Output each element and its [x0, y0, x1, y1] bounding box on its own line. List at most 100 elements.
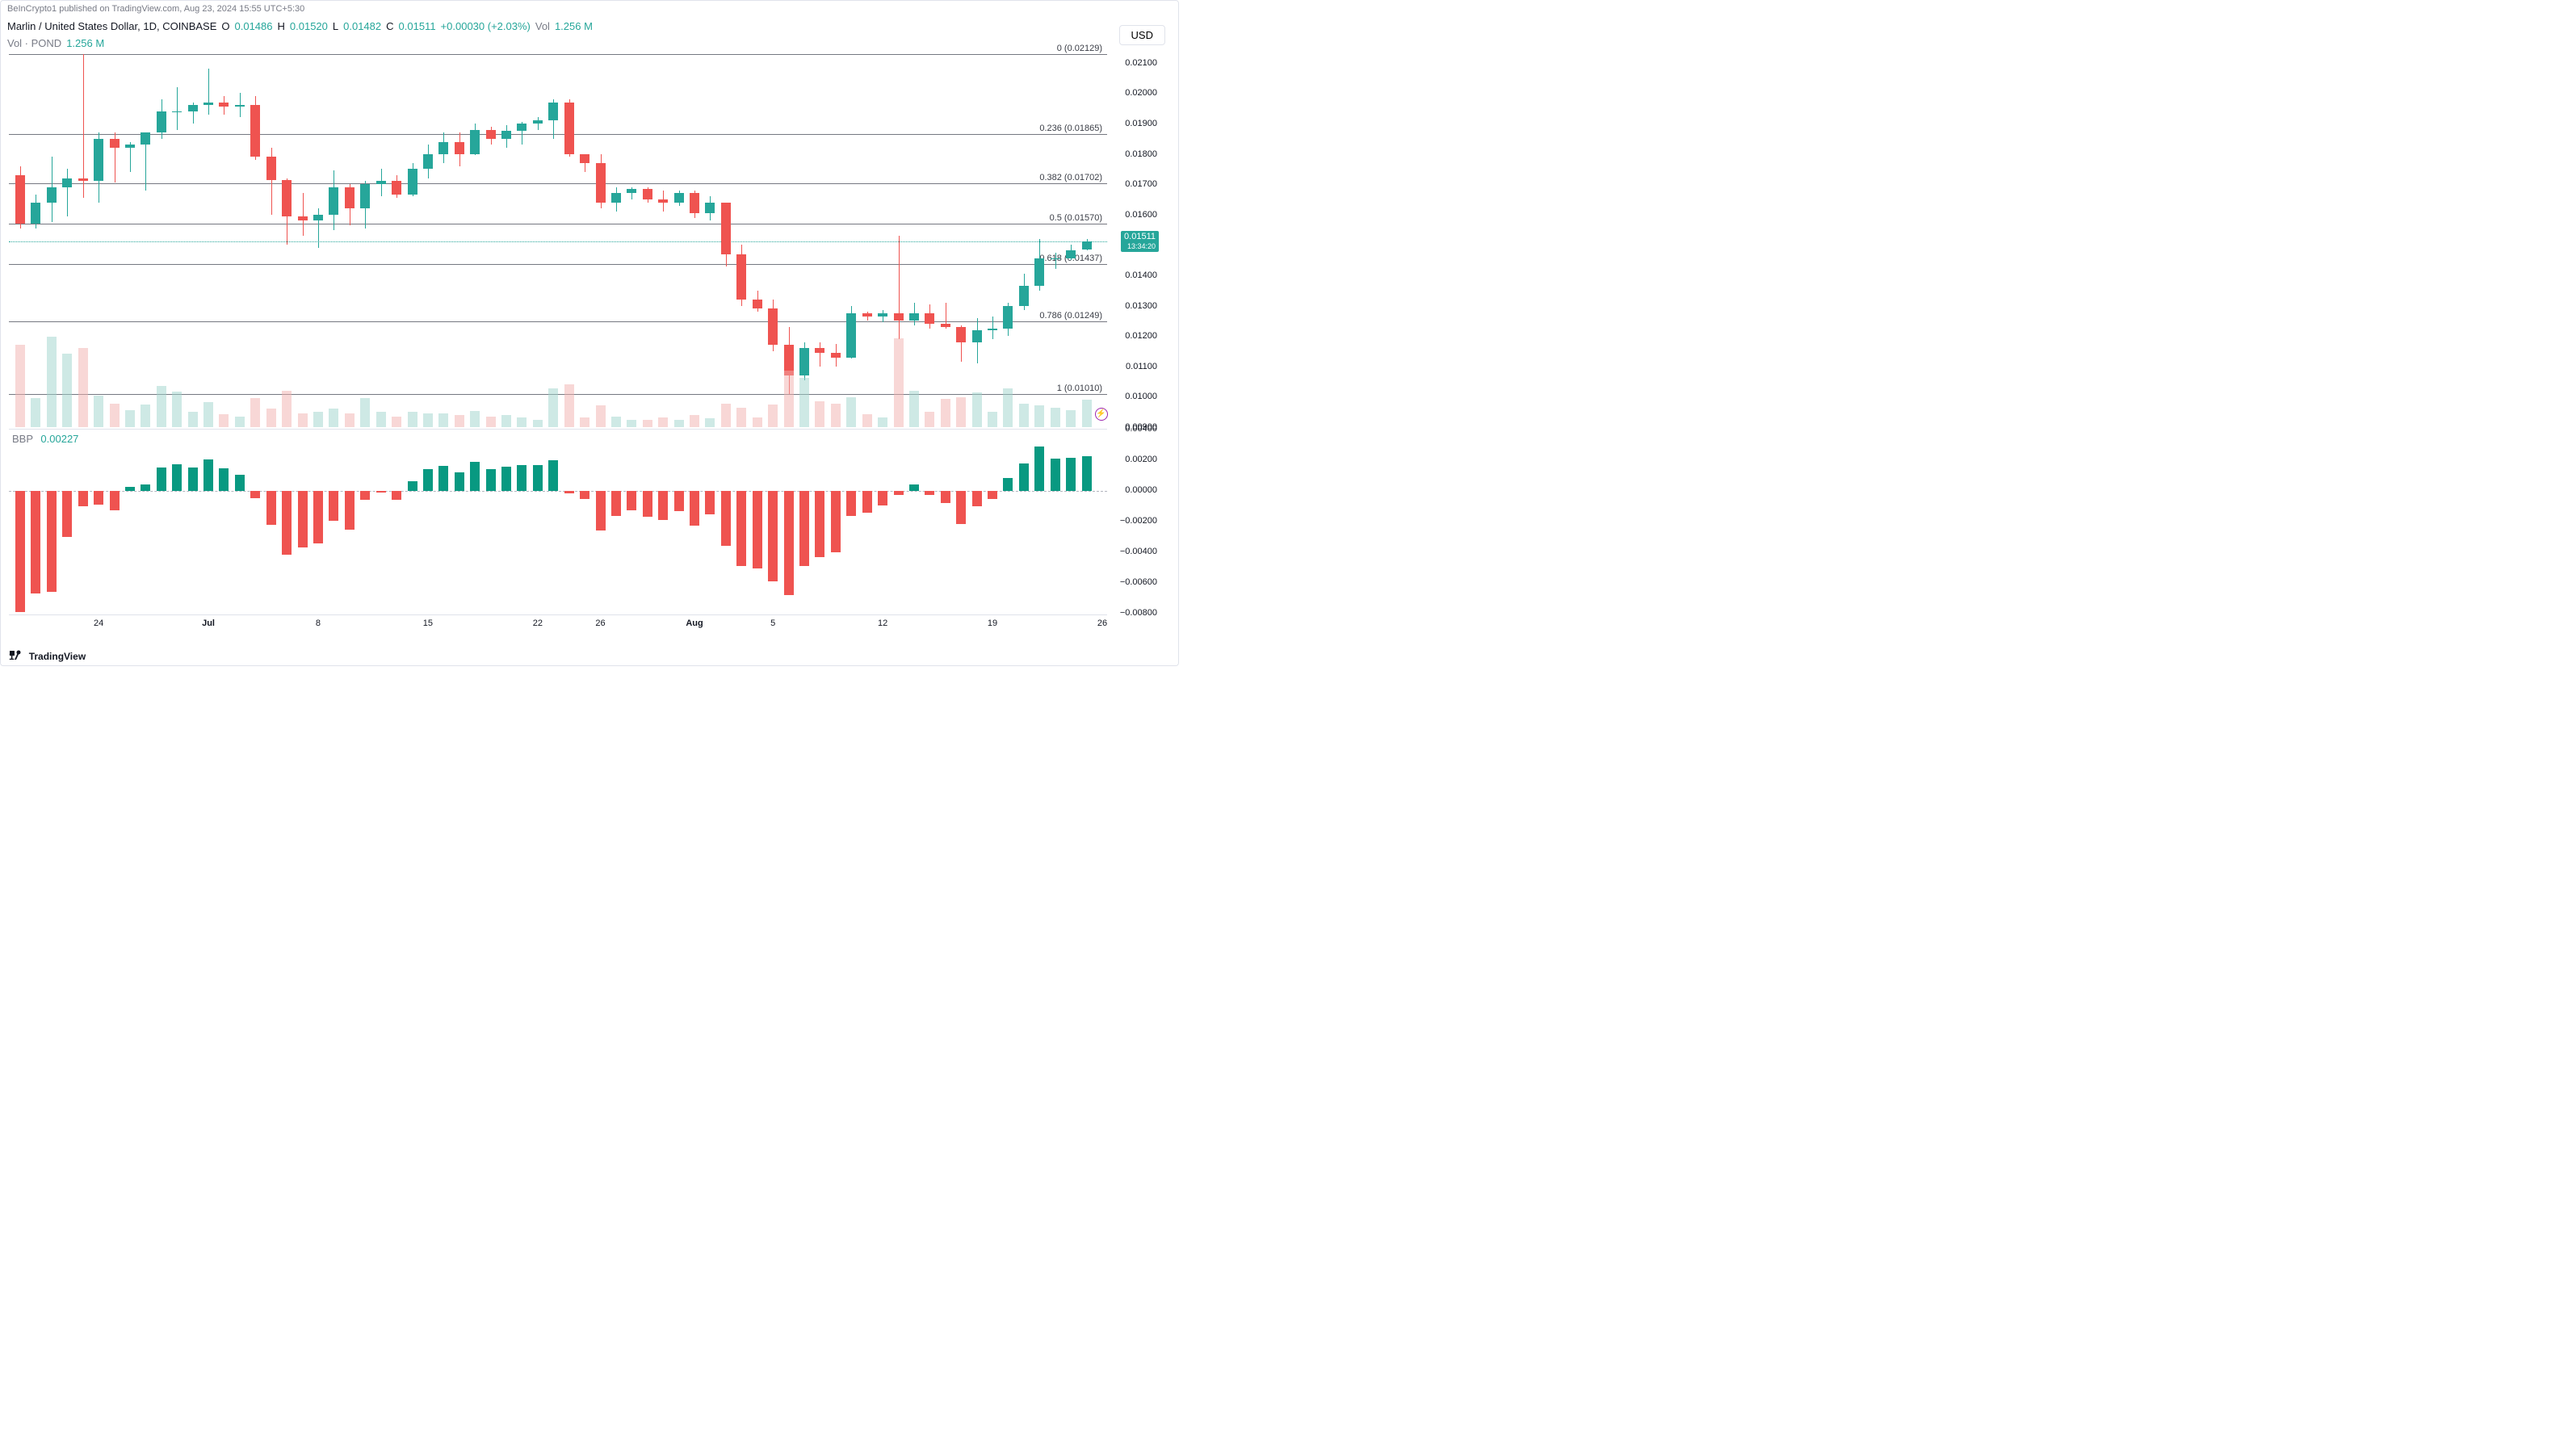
- price-y-axis[interactable]: 0.021000.020000.019000.018000.017000.016…: [1107, 48, 1164, 427]
- candle-body: [627, 189, 636, 194]
- bbp-ytick: −0.00200: [1120, 516, 1157, 526]
- publisher-line: BeInCrypto1 published on TradingView.com…: [1, 1, 1178, 17]
- bbp-bar: [125, 487, 135, 491]
- bbp-bar: [157, 468, 166, 491]
- candle-wick: [1055, 253, 1056, 270]
- x-tick: 5: [770, 618, 775, 628]
- volume-bar: [925, 412, 934, 427]
- candle-body: [94, 139, 103, 182]
- candle-body: [799, 348, 809, 375]
- volume-bar: [501, 415, 511, 427]
- candle-body: [219, 103, 229, 107]
- volume-bar: [831, 404, 841, 427]
- o-value: 0.01486: [235, 20, 273, 32]
- price-pane[interactable]: 0 (0.02129)0.236 (0.01865)0.382 (0.01702…: [9, 48, 1107, 427]
- candle-body: [172, 111, 182, 112]
- volume-bar: [172, 392, 182, 427]
- candle-body: [470, 130, 480, 154]
- fib-label: 0.236 (0.01865): [1038, 124, 1104, 133]
- candle-body: [658, 199, 668, 203]
- volume-bar: [596, 405, 606, 427]
- candle-wick: [538, 117, 539, 129]
- volume-bar: [1051, 408, 1060, 427]
- bbp-bar: [408, 481, 417, 491]
- bbp-pane[interactable]: BBP 0.00227: [9, 429, 1107, 613]
- candle-body: [266, 157, 276, 179]
- bbp-bar: [486, 469, 496, 491]
- volume-bar: [203, 402, 213, 427]
- price-ytick: 0.01000: [1125, 392, 1157, 401]
- bbp-bar: [831, 491, 841, 552]
- x-tick: 24: [94, 618, 103, 628]
- candle-body: [643, 189, 652, 199]
- candle-body: [753, 300, 762, 308]
- volume-bar: [1066, 410, 1076, 427]
- x-tick: Jul: [202, 618, 215, 628]
- candle-body: [486, 130, 496, 139]
- candle-body: [988, 329, 997, 330]
- bbp-bar: [956, 491, 966, 524]
- bbp-bar: [1003, 478, 1013, 491]
- bbp-bar: [78, 491, 88, 506]
- volume-bar: [972, 392, 982, 427]
- volume-bar: [815, 401, 824, 427]
- price-ytick: 0.01300: [1125, 301, 1157, 311]
- bbp-bar: [360, 491, 370, 500]
- bbp-bar: [658, 491, 668, 520]
- candle-body: [925, 313, 934, 324]
- bbp-value: 0.00227: [40, 433, 78, 445]
- candle-wick: [303, 193, 304, 236]
- bbp-bar: [1082, 456, 1092, 491]
- candle-body: [548, 103, 558, 121]
- volume-bar: [611, 417, 621, 427]
- fib-line: 0.786 (0.01249): [9, 321, 1107, 322]
- price-ytick: 0.01900: [1125, 119, 1157, 128]
- currency-button[interactable]: USD: [1119, 25, 1165, 45]
- volume-bar: [690, 415, 699, 427]
- volume-bar: [1003, 388, 1013, 427]
- x-axis[interactable]: 24Jul8152226Aug5121926: [9, 614, 1107, 634]
- bbp-y-axis[interactable]: 0.004000.002000.00000−0.00200−0.00400−0.…: [1107, 429, 1164, 613]
- fib-label: 0 (0.02129): [1055, 44, 1104, 53]
- volume-bar: [988, 412, 997, 427]
- bbp-bar: [784, 491, 794, 595]
- x-tick: 8: [316, 618, 321, 628]
- bbp-bar: [62, 491, 72, 537]
- candle-body: [47, 187, 57, 203]
- bbp-bar: [172, 464, 182, 491]
- symbol-name: Marlin / United States Dollar, 1D, COINB…: [7, 20, 216, 32]
- candle-body: [345, 187, 355, 208]
- volume-bar: [784, 371, 794, 427]
- candle-body: [329, 187, 338, 215]
- candle-body: [736, 254, 746, 300]
- candle-wick: [208, 69, 209, 114]
- volume-bar: [141, 405, 150, 427]
- bbp-bar: [846, 491, 856, 516]
- bbp-bar: [705, 491, 715, 514]
- candle-body: [203, 103, 213, 106]
- l-value: 0.01482: [343, 20, 381, 32]
- volume-bar: [78, 348, 88, 427]
- volume-bar: [658, 417, 668, 427]
- bbp-bar: [1034, 447, 1044, 491]
- candle-body: [941, 324, 950, 327]
- candle-body: [360, 184, 370, 208]
- bbp-bar: [753, 491, 762, 568]
- volume-bar: [846, 397, 856, 427]
- candle-body: [846, 313, 856, 358]
- candle-wick: [177, 87, 178, 130]
- fib-label: 0.786 (0.01249): [1038, 311, 1104, 321]
- volume-bar: [580, 417, 589, 427]
- bbp-bar: [376, 491, 386, 493]
- candle-body: [1019, 286, 1029, 305]
- bbp-bar: [250, 491, 260, 498]
- bbp-bar: [345, 491, 355, 530]
- symbol-legend: Marlin / United States Dollar, 1D, COINB…: [1, 17, 1178, 36]
- bbp-bar: [31, 491, 40, 593]
- volume-bar: [753, 417, 762, 427]
- fib-line: 0 (0.02129): [9, 54, 1107, 55]
- bolt-icon[interactable]: ⚡: [1095, 408, 1108, 421]
- bbp-bar: [799, 491, 809, 566]
- volume-bar: [31, 398, 40, 427]
- bbp-bar: [94, 491, 103, 505]
